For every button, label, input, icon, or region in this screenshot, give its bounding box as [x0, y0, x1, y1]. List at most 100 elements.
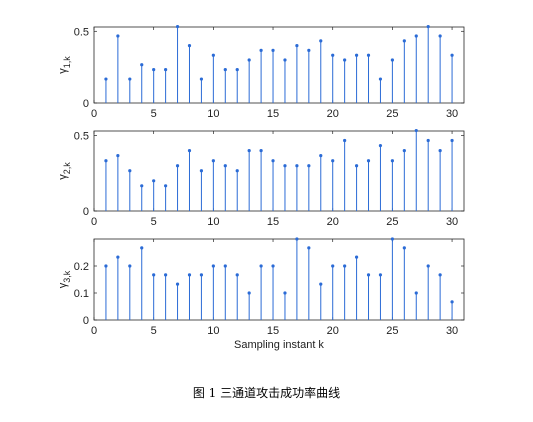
stem-marker: [152, 67, 156, 72]
stem-marker: [366, 159, 371, 163]
x-tick-label: 15: [267, 325, 279, 337]
stem-marker: [259, 149, 263, 153]
stem-marker: [414, 291, 418, 295]
x-axis-title: Sampling instant k: [234, 339, 324, 351]
stem-marker: [187, 149, 192, 153]
y-axis-title-symbol: γ: [57, 68, 69, 74]
stem-marker: [414, 34, 418, 38]
stem-marker: [343, 138, 347, 143]
y-tick-label: 0.1: [74, 288, 89, 300]
stem-marker: [354, 164, 359, 168]
stem-marker: [378, 77, 383, 81]
stem-marker: [128, 77, 132, 81]
y-axis-title-subscript: 3,k: [62, 270, 72, 283]
stem-marker: [199, 273, 204, 277]
stem-marker: [104, 77, 108, 81]
stem-marker: [128, 169, 132, 173]
x-tick-label: 5: [151, 325, 157, 337]
stem-marker: [331, 53, 335, 57]
stem-marker: [247, 58, 251, 62]
stem-marker: [271, 48, 275, 52]
stem-marker: [331, 159, 335, 163]
stem-marker: [426, 264, 430, 268]
stem-marker: [426, 24, 430, 29]
stem-marker: [319, 154, 323, 158]
stem-marker: [295, 44, 299, 48]
x-tick-label: 0: [91, 216, 97, 228]
stem-marker: [450, 53, 454, 57]
stem-marker: [199, 169, 204, 173]
x-tick-label: 0: [91, 108, 97, 120]
y-tick-label: 0.5: [74, 26, 89, 38]
x-tick-label: 10: [207, 325, 219, 337]
y-axis-title-symbol: γ: [57, 174, 69, 180]
stem-marker: [438, 34, 442, 38]
stem-marker: [247, 149, 251, 153]
axes-box: [93, 130, 465, 212]
x-tick-label: 0: [91, 325, 97, 337]
x-tick-label: 30: [446, 325, 458, 337]
stem-marker: [283, 291, 287, 295]
stem-marker: [402, 149, 406, 153]
x-tick-label: 20: [327, 108, 339, 120]
stem-marker: [211, 53, 215, 57]
stem-marker: [140, 63, 144, 67]
stem-marker: [223, 67, 227, 72]
stem-marker: [104, 264, 108, 268]
stem-marker: [211, 159, 215, 163]
y-axis-title-symbol: γ: [57, 282, 69, 288]
x-tick-label: 30: [446, 216, 458, 228]
x-tick-label: 15: [267, 108, 279, 120]
x-tick-label: 25: [386, 325, 398, 337]
x-tick-label: 15: [267, 216, 279, 228]
stem-marker: [366, 53, 371, 57]
stem-marker: [331, 264, 335, 268]
stem-marker: [319, 282, 323, 286]
y-tick-label: 0: [83, 206, 89, 218]
stem-marker: [343, 58, 347, 62]
stem-marker: [247, 291, 251, 295]
stem-marker: [175, 24, 180, 29]
stem-marker: [450, 138, 454, 143]
stem-marker: [187, 44, 192, 48]
stem-marker: [319, 39, 323, 43]
stem-panel-2: 0 5 10 15 20 25 30 0 0.5 γ2,k: [57, 128, 465, 228]
figure-caption: 图 1 三通道攻击成功率曲线: [192, 386, 341, 400]
stem-marker: [235, 169, 239, 173]
stem-marker: [187, 273, 192, 277]
stem-marker: [116, 255, 120, 259]
stem-marker: [140, 246, 144, 250]
stem-marker: [235, 273, 239, 277]
stem-marker: [438, 149, 442, 153]
y-axis-title: γ3,k: [57, 270, 72, 288]
x-tick-label: 20: [327, 325, 339, 337]
stem-marker: [199, 77, 204, 81]
stem-marker: [152, 179, 156, 183]
stem-marker: [426, 138, 430, 143]
stem-marker: [104, 159, 108, 163]
stem-marker: [175, 282, 180, 286]
y-axis-title: γ1,k: [57, 56, 72, 74]
stem-marker: [295, 237, 299, 241]
stem-marker: [295, 164, 299, 168]
x-tick-label: 25: [386, 108, 398, 120]
stem-marker: [378, 144, 383, 148]
stem-marker: [307, 246, 311, 250]
stem-marker: [402, 246, 406, 250]
stem-marker: [223, 264, 227, 268]
stem-marker: [283, 164, 287, 168]
stem-marker: [164, 184, 168, 188]
x-tick-label: 10: [207, 216, 219, 228]
stem-marker: [211, 264, 215, 268]
stem-marker: [366, 273, 371, 277]
axes-box: [93, 238, 465, 321]
stem-marker: [307, 164, 311, 168]
stem-marker: [390, 159, 394, 163]
axes-box: [93, 26, 465, 104]
stem-marker: [271, 159, 275, 163]
stem-marker: [283, 58, 287, 62]
stem-marker: [438, 273, 442, 277]
